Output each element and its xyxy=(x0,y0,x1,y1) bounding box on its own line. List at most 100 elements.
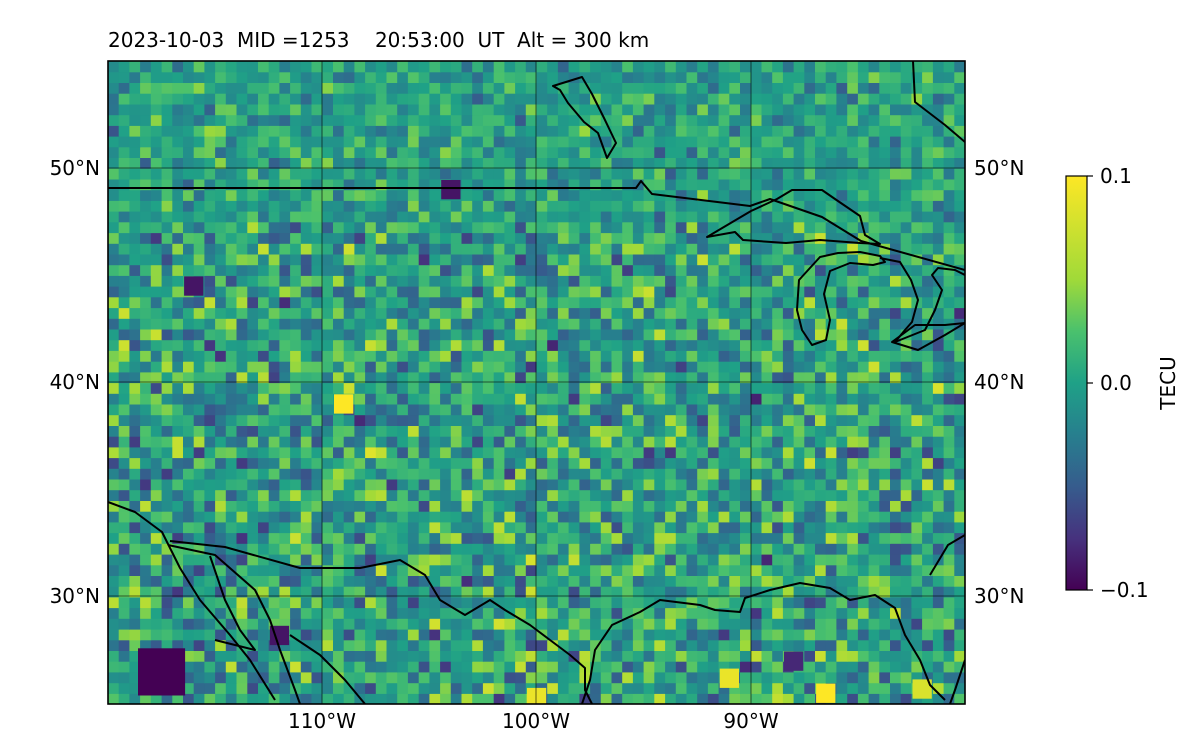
heatmap-cell xyxy=(697,221,709,234)
heatmap-cell xyxy=(643,114,655,126)
heatmap-cell xyxy=(686,543,698,555)
heatmap-cell xyxy=(568,232,580,244)
heatmap-cell xyxy=(890,650,902,662)
heatmap-cell xyxy=(461,157,473,169)
heatmap-cell xyxy=(397,114,409,126)
heatmap-cell xyxy=(300,393,313,405)
heatmap-cell xyxy=(493,103,505,116)
heatmap-cell xyxy=(236,168,248,180)
heatmap-cell xyxy=(590,414,602,426)
heatmap-cell xyxy=(632,264,645,276)
heatmap-cell xyxy=(804,650,816,662)
heatmap-cell xyxy=(825,489,837,501)
heatmap-cell xyxy=(718,125,730,137)
heatmap-cell xyxy=(643,629,655,641)
heatmap-cell xyxy=(300,468,313,480)
heatmap-cell xyxy=(665,221,677,234)
heatmap-cell xyxy=(472,296,484,309)
heatmap-cell xyxy=(311,350,323,362)
heatmap-cell xyxy=(397,157,409,169)
heatmap-cell xyxy=(590,103,602,116)
heatmap-cell xyxy=(793,554,805,566)
heatmap-cell xyxy=(258,682,270,694)
heatmap-cell xyxy=(686,168,698,180)
heatmap-cell xyxy=(183,103,195,116)
heatmap-cell xyxy=(761,168,773,180)
heatmap-cell xyxy=(686,178,698,191)
heatmap-cell xyxy=(740,103,752,116)
heatmap-cell xyxy=(707,189,720,201)
heatmap-cell xyxy=(407,103,420,116)
heatmap-cell xyxy=(600,639,613,651)
heatmap-cell xyxy=(365,446,377,459)
heatmap-cell xyxy=(354,564,366,576)
heatmap-cell xyxy=(236,93,248,105)
heatmap-cell xyxy=(493,382,505,394)
heatmap-cell xyxy=(386,436,398,448)
heatmap-cell xyxy=(150,189,163,201)
heatmap-cell xyxy=(236,253,248,266)
heatmap-cell xyxy=(193,200,205,212)
heatmap-cell xyxy=(343,361,355,373)
heatmap-cell xyxy=(343,629,355,641)
heatmap-cell xyxy=(386,575,398,587)
heatmap-cell xyxy=(472,403,484,416)
heatmap-cell xyxy=(611,425,623,437)
heatmap-cell xyxy=(268,532,280,544)
heatmap-cell xyxy=(825,393,837,405)
heatmap-cell xyxy=(386,189,398,201)
heatmap-cell xyxy=(675,125,688,137)
heatmap-cell xyxy=(365,554,377,566)
heatmap-cell xyxy=(922,275,934,287)
heatmap-cell xyxy=(686,693,698,704)
heatmap-cell xyxy=(140,639,152,651)
heatmap-cell xyxy=(579,339,591,351)
heatmap-cell xyxy=(236,607,248,619)
heatmap-cell xyxy=(386,146,398,158)
heatmap-cell xyxy=(600,328,613,341)
heatmap-cell xyxy=(183,693,195,704)
heatmap-cell xyxy=(397,564,409,576)
heatmap-cell xyxy=(268,446,280,459)
heatmap-cell xyxy=(911,618,923,630)
heatmap-cell xyxy=(697,93,709,105)
heatmap-cell xyxy=(804,489,816,501)
heatmap-cell xyxy=(429,650,441,662)
heatmap-cell xyxy=(525,650,538,662)
heatmap-cell xyxy=(525,328,538,341)
heatmap-cell xyxy=(600,436,613,448)
heatmap-cell xyxy=(183,682,195,694)
heatmap-cell xyxy=(386,457,398,469)
heatmap-cell xyxy=(579,521,591,534)
heatmap-cell xyxy=(911,414,923,426)
heatmap-cell xyxy=(547,671,559,684)
heatmap-cell xyxy=(804,232,816,244)
heatmap-cell xyxy=(247,521,259,534)
heatmap-cell xyxy=(922,468,934,480)
heatmap-cell xyxy=(386,629,398,641)
heatmap-cell xyxy=(515,114,527,126)
heatmap-cell xyxy=(183,393,195,405)
heatmap-cell xyxy=(172,382,184,394)
heatmap-cell xyxy=(183,500,195,512)
heatmap-cell xyxy=(118,350,130,362)
heatmap-cell xyxy=(740,211,752,223)
heatmap-cell xyxy=(429,61,441,73)
heatmap-cell xyxy=(547,629,559,641)
heatmap-cell xyxy=(375,393,388,405)
heatmap-cell xyxy=(504,125,516,137)
heatmap-cell xyxy=(643,393,655,405)
heatmap-cell xyxy=(375,500,388,512)
heatmap-cell xyxy=(932,629,945,641)
heatmap-cell xyxy=(440,328,452,341)
heatmap-cell xyxy=(108,136,120,148)
heatmap-cell xyxy=(782,168,795,180)
heatmap-cell xyxy=(450,71,463,83)
heatmap-cell xyxy=(879,307,891,319)
heatmap-cell xyxy=(804,414,816,426)
heatmap-cell xyxy=(450,425,463,437)
heatmap-cell xyxy=(300,586,313,598)
heatmap-cell xyxy=(493,157,505,169)
heatmap-cell xyxy=(750,436,763,448)
heatmap-cell xyxy=(129,136,141,148)
